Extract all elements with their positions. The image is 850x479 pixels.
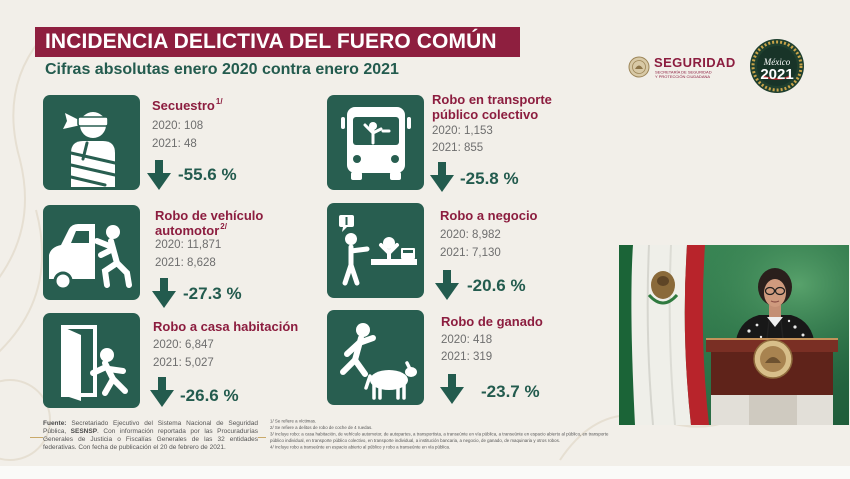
value-2021: 2021: 319: [441, 351, 493, 363]
footnote: 4/ Incluye robo a transeúnte en espacio …: [270, 444, 451, 450]
mexican-flag: [619, 245, 709, 425]
crime-title-line: automotor2/: [155, 222, 227, 239]
video-player[interactable]: [619, 245, 849, 425]
crime-title-line: Robo de ganado: [441, 314, 543, 329]
decorative-line: [258, 437, 266, 438]
livestock-robbery-icon: [327, 310, 424, 405]
crime-title: Robo de vehículo automotor2/: [155, 208, 263, 238]
house-robbery-icon: [43, 313, 140, 408]
business-robbery-icon: [327, 203, 424, 298]
percent-change: -25.8 %: [460, 169, 519, 188]
value-2021: 2021: 7,130: [440, 247, 501, 259]
value-2020: 2020: 11,871: [155, 239, 222, 251]
percent-change: -20.6 %: [467, 276, 526, 295]
slide-title: INCIDENCIA DELICTIVA DEL FUERO COMÚN: [45, 30, 497, 53]
microphones: [766, 320, 784, 340]
crime-title-line: Robo a negocio: [440, 208, 538, 223]
footnote: 1/ Se refiere a víctimas.: [270, 418, 317, 424]
decorative-line: [30, 437, 43, 438]
podium: [706, 338, 838, 425]
crime-title-line: Secuestro1/: [152, 97, 223, 114]
footnotes: 1/ Se refiere a víctimas. 2/ Se refiere …: [270, 418, 615, 451]
crime-card-business-robbery: Robo a negocio 2020: 8,982 2021: 7,130 -…: [327, 203, 607, 303]
footnote: 2/ Se refiere a delitos de robo de coche…: [270, 425, 373, 430]
value-2021: 2021: 48: [152, 138, 197, 150]
crime-card-public-transport-robbery: Robo en transporte público colectivo 202…: [327, 92, 607, 195]
percent-change: -26.6 %: [180, 386, 239, 405]
footnote-ref: 1/: [215, 97, 223, 106]
value-2020: 2020: 6,847: [153, 339, 214, 351]
value-2020: 2020: 418: [441, 334, 493, 346]
percent-change: -23.7 %: [481, 382, 540, 401]
crime-card-house-robbery: Robo a casa habitación 2020: 6,847 2021:…: [43, 313, 323, 413]
value-2021: 2021: 5,027: [153, 357, 214, 369]
crime-card-kidnapping: Secuestro1/ 2020: 108 2021: 48 -55.6 %: [43, 95, 323, 195]
value-2020: 2020: 1,153: [432, 125, 493, 137]
percent-change: -55.6 %: [178, 165, 237, 184]
sspc-logo-name: SEGURIDAD: [654, 55, 736, 70]
speaker-video-frame: [619, 245, 849, 425]
national-seal-icon: [628, 56, 650, 78]
value-2020: 2020: 108: [152, 120, 204, 132]
value-2020: 2020: 8,982: [440, 229, 501, 241]
percent-change: -27.3 %: [183, 284, 242, 303]
value-2021: 2021: 855: [432, 142, 484, 154]
crime-title: Robo a casa habitación: [153, 319, 298, 334]
bus-robbery-icon: [327, 95, 424, 190]
sspc-logo-subtitle: SECRETARÍA DE SEGURIDAD Y PROTECCIÓN CIU…: [655, 70, 740, 79]
source-text: Secretariado Ejecutivo del Sistema Nacio…: [43, 419, 258, 435]
down-arrow-icon: [152, 278, 176, 308]
crime-title-line: Robo a casa habitación: [153, 319, 299, 334]
down-arrow-icon: [435, 270, 459, 300]
crime-title-line: Robo en transporte: [432, 92, 552, 107]
source-text: . Con información reportada por las Proc…: [43, 427, 258, 451]
kidnapping-icon: [43, 95, 140, 190]
crime-card-livestock-robbery: Robo de ganado 2020: 418 2021: 319 -23.7…: [327, 310, 607, 410]
footnote-ref: 2/: [220, 222, 227, 231]
car-theft-icon: [43, 205, 140, 300]
crime-title: Secuestro1/: [152, 97, 223, 114]
source-abbr: SESNSP: [70, 427, 98, 435]
footnote: 3/ Incluye robo: a casa habitación, de v…: [270, 431, 609, 444]
down-arrow-icon: [147, 160, 171, 190]
crime-card-vehicle-theft: Robo de vehículo automotor2/ 2020: 11,87…: [43, 205, 323, 308]
sspc-subtitle-line: SECRETARÍA DE SEGURIDAD: [655, 70, 712, 75]
crime-title-line: Robo de vehículo: [155, 208, 264, 223]
crime-title: Robo a negocio: [440, 208, 538, 223]
title-banner: INCIDENCIA DELICTIVA DEL FUERO COMÚN: [35, 27, 520, 57]
crime-title: Robo de ganado: [441, 314, 543, 329]
crime-title-line: público colectivo: [432, 107, 539, 122]
mexico-logo-year: 2021: [760, 66, 793, 83]
mexico-logo-script: México: [763, 57, 791, 67]
down-arrow-icon: [440, 374, 464, 404]
mexico-2021-logo: México 2021: [750, 39, 804, 93]
value-2021: 2021: 8,628: [155, 257, 216, 269]
source-note: Fuente: Secretariado Ejecutivo del Siste…: [43, 419, 258, 451]
slide-subtitle: Cifras absolutas enero 2020 contra enero…: [45, 61, 399, 78]
down-arrow-icon: [430, 162, 454, 192]
crime-title: Robo en transporte público colectivo: [432, 92, 552, 122]
source-label: Fuente:: [43, 419, 67, 427]
down-arrow-icon: [150, 377, 174, 407]
sspc-subtitle-line: Y PROTECCIÓN CIUDADANA: [655, 74, 711, 80]
